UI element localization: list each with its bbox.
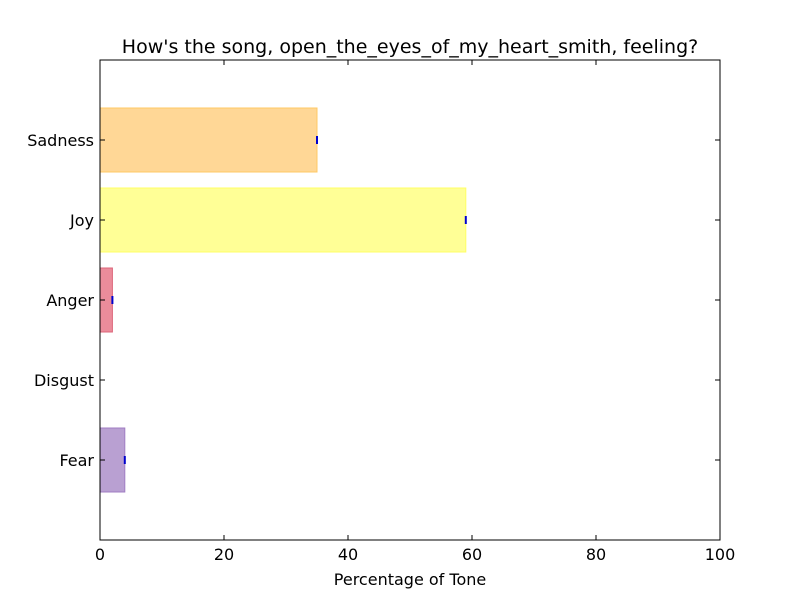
plot-frame bbox=[99, 59, 721, 541]
x-tick-label-100: 100 bbox=[705, 545, 736, 564]
bar-sadness bbox=[99, 107, 318, 173]
y-tick-label-sadness: Sadness bbox=[27, 131, 94, 150]
x-tick-label-0: 0 bbox=[95, 545, 105, 564]
x-tick-label-80: 80 bbox=[586, 545, 606, 564]
y-tick-label-fear: Fear bbox=[59, 451, 94, 470]
x-axis-label: Percentage of Tone bbox=[334, 570, 486, 589]
y-tick-label-joy: Joy bbox=[69, 211, 94, 230]
bar-joy bbox=[99, 187, 467, 253]
x-tick-label-20: 20 bbox=[214, 545, 234, 564]
chart-title: How's the song, open_the_eyes_of_my_hear… bbox=[122, 36, 698, 58]
x-tick-label-40: 40 bbox=[338, 545, 358, 564]
ticks-group: Sadness Joy Anger Disgust Fear 0 20 40 60 80 100 bbox=[27, 60, 735, 564]
y-tick-label-anger: Anger bbox=[46, 291, 94, 310]
x-tick-label-60: 60 bbox=[462, 545, 482, 564]
y-tick-label-disgust: Disgust bbox=[34, 371, 94, 390]
